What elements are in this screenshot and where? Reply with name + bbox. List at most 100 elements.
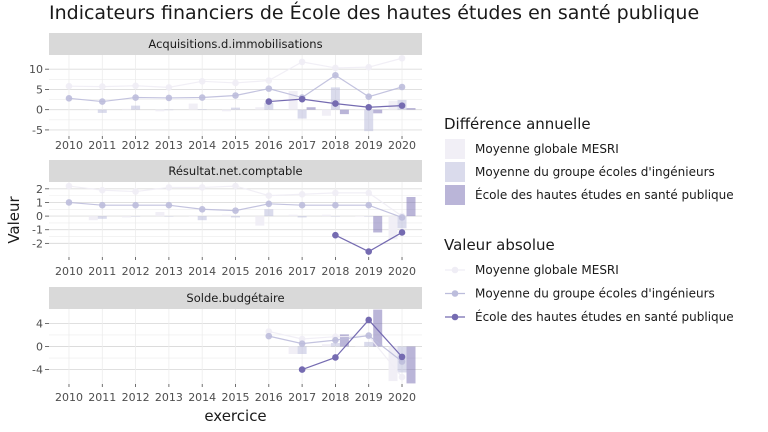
data-point (65, 95, 73, 102)
data-point (365, 332, 373, 339)
data-point (132, 201, 139, 209)
y-tick-label: -2 (32, 237, 43, 250)
legend-bar-label: École des hautes études en santé publiqu… (475, 187, 734, 202)
bar (222, 109, 232, 112)
legend-point-swatch (451, 290, 459, 297)
data-point (232, 92, 239, 99)
legend-bar-swatch (445, 139, 465, 159)
data-point (298, 340, 306, 347)
bar (264, 209, 274, 217)
data-point (232, 207, 239, 214)
legend-bar-label: Moyenne du groupe écoles d'ingénieurs (475, 165, 715, 179)
x-tick-label: 2012 (122, 139, 150, 152)
x-tick-label: 2016 (255, 265, 283, 278)
data-point (65, 182, 73, 190)
x-tick-label: 2019 (355, 265, 383, 278)
data-point (132, 188, 139, 195)
data-point (165, 94, 173, 102)
data-point (365, 63, 373, 71)
data-point (98, 98, 106, 105)
data-point (398, 229, 406, 236)
bar (255, 216, 265, 226)
data-point (398, 83, 406, 91)
bar (197, 109, 207, 110)
data-point (365, 201, 373, 209)
bar (321, 214, 331, 217)
data-point (265, 192, 273, 199)
bar (388, 100, 398, 110)
x-tick-label: 2014 (188, 391, 216, 404)
data-point (398, 214, 406, 221)
bar (88, 109, 98, 111)
bar (406, 197, 416, 217)
x-tick-label: 2019 (355, 391, 383, 404)
bar (339, 334, 349, 347)
x-tick-label: 2014 (188, 139, 216, 152)
x-tick-label: 2020 (388, 391, 416, 404)
bar (231, 216, 240, 218)
data-point (332, 231, 339, 239)
bar (406, 108, 416, 110)
bar (330, 87, 340, 110)
data-point (98, 83, 106, 90)
bar (397, 216, 407, 229)
bar (88, 216, 98, 221)
data-point (332, 64, 339, 72)
facet-strip (49, 287, 422, 309)
data-point (332, 100, 339, 107)
bar (364, 109, 374, 132)
data-point (365, 248, 373, 255)
data-point (265, 332, 273, 340)
legend-line-label: Moyenne du groupe écoles d'ingénieurs (475, 287, 715, 301)
bar (231, 107, 240, 110)
bar (297, 346, 307, 354)
data-point (265, 85, 273, 92)
data-point (365, 316, 373, 324)
x-tick-label: 2017 (288, 265, 316, 278)
x-axis-title: exercice (204, 407, 266, 425)
y-tick-label: 5 (36, 83, 43, 96)
x-tick-label: 2019 (355, 139, 383, 152)
data-point (132, 94, 139, 101)
bar (355, 345, 365, 347)
x-tick-label: 2016 (255, 391, 283, 404)
data-point (265, 77, 273, 84)
x-tick-label: 2013 (155, 265, 183, 278)
y-tick-label: 0 (36, 210, 43, 223)
bar (373, 309, 383, 347)
bar (330, 343, 340, 347)
bar (321, 109, 331, 116)
facet-strip-label: Résultat.net.comptable (168, 164, 302, 178)
bar (288, 214, 298, 217)
x-tick-label: 2018 (321, 139, 349, 152)
x-tick-label: 2020 (388, 139, 416, 152)
data-point (298, 201, 306, 209)
bar (122, 108, 132, 110)
legend-line-label: École des hautes études en santé publiqu… (475, 309, 734, 324)
data-point (65, 82, 73, 90)
x-tick-label: 2010 (55, 139, 83, 152)
data-point (298, 366, 306, 373)
data-point (198, 184, 206, 191)
x-tick-label: 2010 (55, 391, 83, 404)
bar (164, 109, 174, 111)
x-tick-label: 2013 (155, 139, 183, 152)
bar (264, 102, 274, 110)
facet-strip-label: Solde.budgétaire (186, 291, 284, 305)
y-tick-label: 1 (36, 196, 43, 209)
bar (388, 346, 398, 382)
data-point (132, 82, 139, 90)
data-point (398, 358, 406, 365)
y-tick-label: 0 (36, 341, 43, 354)
data-point (298, 95, 306, 103)
x-tick-label: 2020 (388, 265, 416, 278)
bar (297, 109, 307, 119)
data-point (65, 199, 73, 206)
y-tick-label: 2 (36, 183, 43, 196)
data-point (98, 186, 106, 194)
chart-title: Indicateurs financiers de École des haut… (49, 2, 700, 24)
facet-strip-label: Acquisitions.d.immobilisations (148, 37, 322, 51)
bar (222, 214, 232, 217)
facet-strip (49, 33, 422, 55)
